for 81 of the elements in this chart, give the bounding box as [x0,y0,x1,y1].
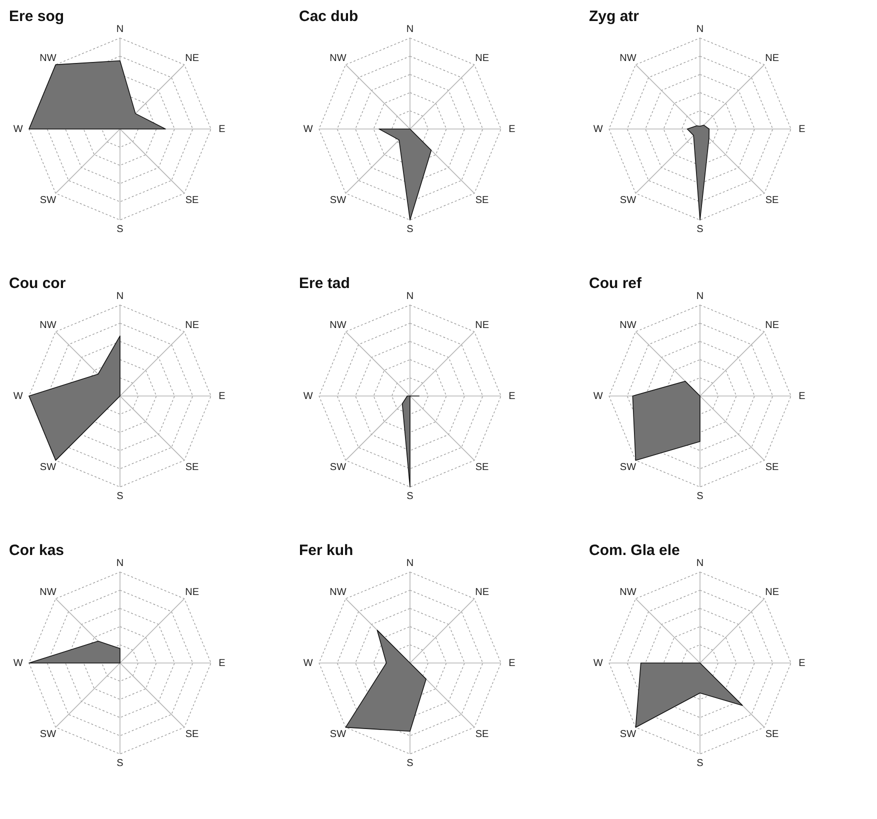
spoke-label: S [116,491,124,502]
spoke-label: SE [475,194,490,206]
spoke-label: E [508,658,516,669]
spoke-label: S [116,758,124,770]
spoke-label: SE [765,728,780,740]
chart-title: Ere tad [299,275,350,292]
spoke-label: N [696,558,704,569]
chart-title: Cou ref [589,275,643,292]
spoke-label: S [696,491,704,502]
spoke-label: W [593,124,604,135]
spoke-label: E [218,391,226,402]
spoke-label: W [303,124,314,135]
spoke-label: SE [475,462,490,473]
spoke-label: SW [620,728,637,740]
chart-title: Cor kas [9,542,64,559]
spoke-label: W [13,124,24,135]
spoke-label: SE [185,728,200,740]
spoke-label: E [798,391,806,402]
spoke-label: SE [765,462,780,473]
spoke-label: NE [475,587,490,598]
chart-title: Cou cor [9,275,66,292]
spoke-label: NW [40,587,57,598]
spoke-label: SW [620,462,637,473]
spoke-label: N [696,24,704,35]
spoke-label: S [696,224,704,236]
spoke-label: NE [765,53,780,64]
spoke-label: SW [40,728,57,740]
spoke-label: NW [40,320,57,332]
spoke-label: NE [185,320,200,332]
spoke-label: NE [765,320,780,332]
spoke-label: NE [475,320,490,332]
spoke-label: NW [620,587,637,598]
spoke-label: NE [185,587,200,598]
spoke-label: NE [475,53,490,64]
spoke-label: W [593,391,604,402]
spoke-label: SW [330,194,347,206]
spoke-label: S [406,224,414,236]
spoke-label: N [116,558,124,569]
chart-title: Zyg atr [589,8,640,25]
spoke-label: S [406,491,414,502]
chart-title: Fer kuh [299,542,354,559]
spoke-label: NW [620,320,637,332]
spoke-label: N [116,24,124,35]
spoke-label: S [696,758,704,770]
spoke-label: W [303,658,314,669]
spoke-label: NW [620,53,637,64]
spoke-label: E [508,124,516,135]
spoke-label: N [696,290,704,302]
chart-title: Cac dub [299,8,358,25]
spoke-label: NE [185,53,200,64]
spoke-label: S [116,224,124,236]
spoke-label: SE [475,728,490,740]
spoke-label: S [406,758,414,770]
spoke-label: W [13,391,24,402]
spoke-label: N [406,290,414,302]
spoke-label: NW [330,587,347,598]
spoke-label: NW [40,53,57,64]
spoke-label: SW [40,194,57,206]
spoke-label: N [406,24,414,35]
spoke-label: SE [185,194,200,206]
spoke-label: SW [40,462,57,473]
spoke-label: NE [765,587,780,598]
spoke-label: NW [330,320,347,332]
spoke-label: W [593,658,604,669]
spoke-label: SW [330,728,347,740]
spoke-label: E [508,391,516,402]
spoke-label: W [303,391,314,402]
spoke-label: N [116,290,124,302]
spoke-label: W [13,658,24,669]
spoke-label: E [798,658,806,669]
spoke-label: SW [620,194,637,206]
spoke-label: E [798,124,806,135]
spoke-label: SE [765,194,780,206]
spoke-label: E [218,124,226,135]
spoke-label: SE [185,462,200,473]
chart-title: Ere sog [9,8,64,25]
spoke-label: E [218,658,226,669]
spoke-label: N [406,558,414,569]
chart-title: Com. Gla ele [589,542,680,559]
spoke-label: SW [330,462,347,473]
spoke-label: NW [330,53,347,64]
